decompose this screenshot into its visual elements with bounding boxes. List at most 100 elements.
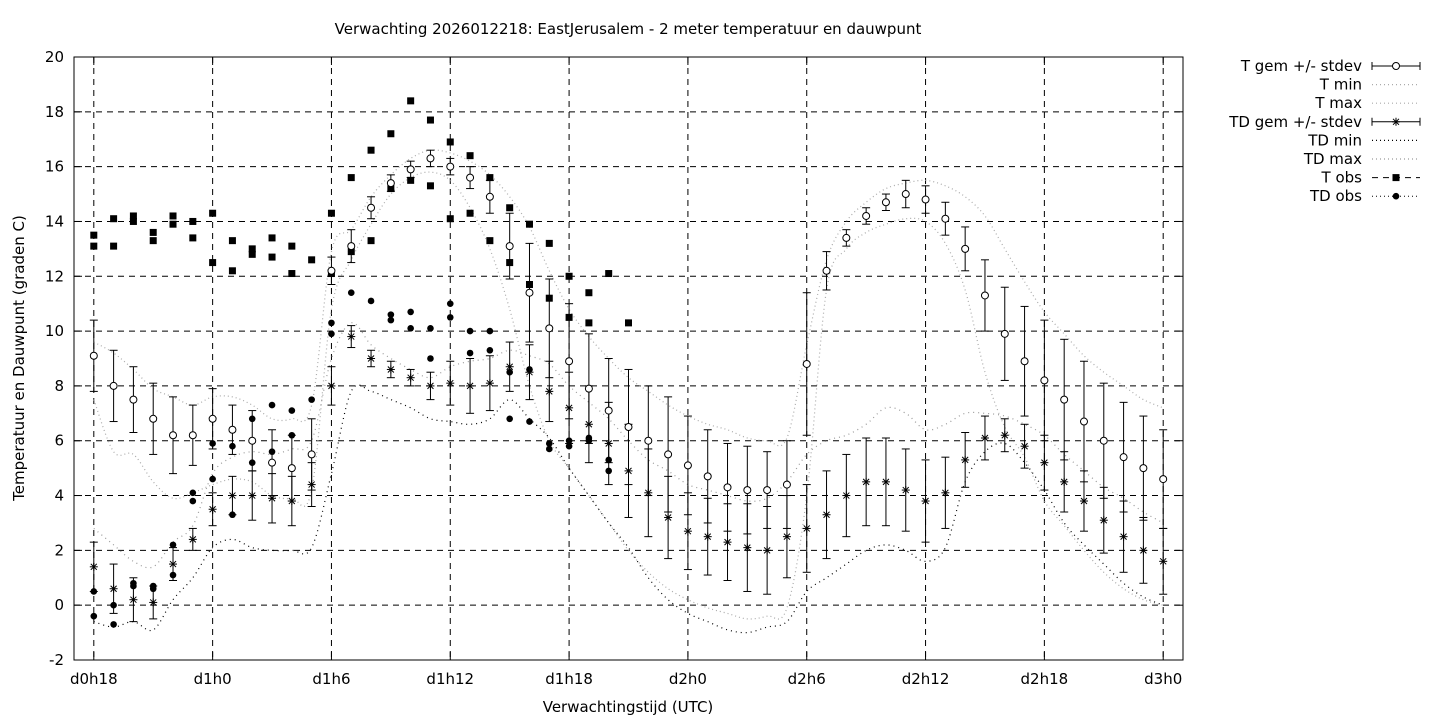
legend-label-t-mean: T gem +/- stdev [1240,57,1362,75]
td-mean-point [782,532,791,541]
t-mean-point [1139,464,1148,473]
t-obs-point [189,234,197,242]
t-obs-point [110,215,118,223]
td-obs-point [149,585,157,593]
t-obs-point [565,313,573,321]
td-obs-point [446,314,454,321]
td-mean-point [683,527,692,536]
t-obs-point [248,250,256,258]
td-mean-point [406,373,415,382]
td-obs-point [328,330,335,338]
t-obs-point [149,228,157,236]
t-obs-point [209,259,217,267]
td-obs-point [209,475,216,483]
legend-label-td-max: TD max [1303,150,1362,168]
t-obs-point [407,97,415,105]
t-mean-point [901,190,910,199]
t-obs-point [129,217,137,225]
t-mean-point [664,450,673,459]
y-tick-label: 16 [45,158,64,176]
td-obs-point [229,442,236,450]
t-mean-point [347,242,356,251]
t-mean-point [1099,436,1108,445]
td-mean-point [89,562,98,571]
t-mean-point [406,165,415,174]
td-obs-point [268,401,276,409]
td-mean-point [367,354,376,363]
legend-sample-t-mean-marker [1392,62,1400,70]
td-obs-point [427,355,434,362]
td-obs-point [347,289,355,297]
td-mean-point [327,381,336,390]
x-tick-label: d0h18 [70,670,118,688]
t-mean-point [1119,453,1128,462]
y-tick-label: 18 [45,103,64,121]
t-mean-point [624,423,633,432]
td-obs-point [367,297,375,305]
t-obs-point [308,256,316,264]
td-obs-point [308,396,315,403]
legend-label-td-mean: TD gem +/- stdev [1228,113,1362,131]
t-obs-point [545,239,553,247]
t-obs-point [426,116,434,124]
t-obs-point [169,220,177,228]
td-obs-point [189,489,197,497]
td-obs-point [288,407,296,414]
t-mean-point [466,173,475,182]
t-mean-point [703,472,712,481]
td-obs-point [506,415,513,423]
t-mean-point [822,266,831,275]
t-mean-point [1020,357,1029,366]
td-mean-point [228,491,237,500]
t-obs-point [248,245,256,253]
td-obs-point [90,612,98,620]
td-mean-point [129,595,138,604]
t-mean-point [584,384,593,393]
x-tick-label: d2h0 [669,670,707,688]
t-obs-point [506,204,514,212]
t-mean-point [723,483,732,492]
t-obs-point [407,176,415,184]
t-mean-point [1079,417,1088,426]
t-mean-point [386,179,395,188]
td-mean-point [664,513,673,522]
t-obs-point [625,319,632,327]
chart-title: Verwachting 2026012218: EastJerusalem - … [335,20,922,38]
td-mean-point [1119,532,1128,541]
td-mean-point [1020,442,1029,451]
t-obs-point [466,209,474,217]
t-mean-point [188,431,197,440]
td-obs-point [466,327,474,335]
x-axis-label: Verwachtingstijd (UTC) [543,698,714,716]
td-obs-point [565,437,573,445]
td-obs-point [466,349,474,357]
td-mean-point [624,466,633,475]
td-mean-point [802,524,811,533]
td-mean-point [248,491,257,500]
t-mean-point [149,414,158,423]
td-obs-point [209,440,216,447]
legend-sample-td-mean-marker [1392,117,1400,126]
td-mean-point [862,477,871,486]
td-mean-point [505,362,514,371]
t-obs-point [149,237,157,245]
y-tick-label: -2 [49,651,64,669]
td-obs-point [486,327,494,335]
legend-label-t-min: T min [1319,76,1362,94]
td-obs-point [189,497,197,505]
td-obs-point [248,415,256,423]
grid-lines [74,57,1183,660]
td-obs-point [169,571,177,579]
t-obs-point [585,319,593,327]
t-obs-point [288,242,296,250]
x-tick-label: d1h12 [426,670,474,688]
td-obs-point [545,445,553,453]
td-mean-point [268,494,277,503]
td-mean-point [1060,477,1069,486]
legend-label-t-obs: T obs [1321,169,1363,187]
td-mean-point [723,538,732,547]
td-mean-point [426,381,435,390]
t-mean-point [961,244,970,253]
t-obs-point [387,185,395,193]
t-mean-point [169,431,178,440]
